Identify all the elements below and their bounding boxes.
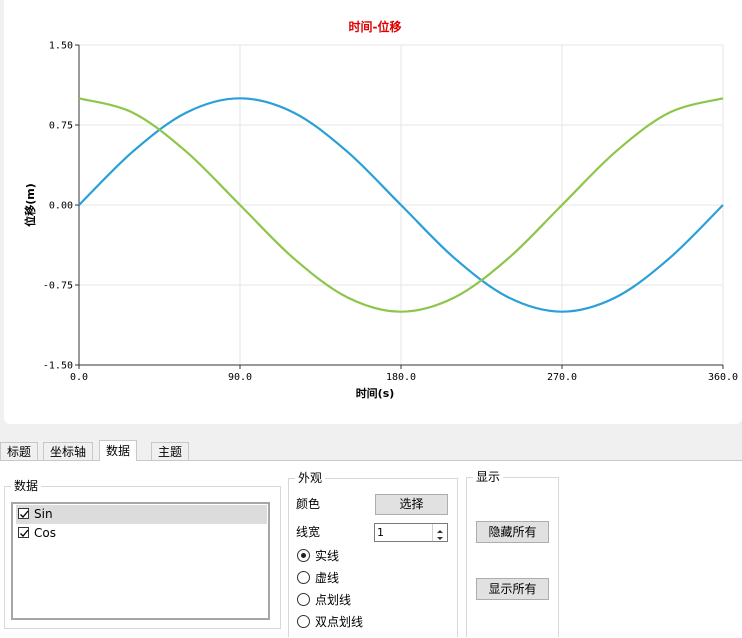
x-tick-label: 90.0 xyxy=(228,372,252,383)
y-tick-label: -0.75 xyxy=(43,281,73,292)
radio-label: 点划线 xyxy=(315,593,352,607)
x-axis-label: 时间(s) xyxy=(356,386,395,400)
series-list[interactable]: Sin Cos xyxy=(11,502,270,620)
tab-axis[interactable]: 坐标轴 xyxy=(43,442,94,460)
radio-button[interactable] xyxy=(297,593,310,606)
radio-label: 虚线 xyxy=(315,571,340,585)
x-tick-label: 0.0 xyxy=(70,372,88,383)
series-line-cos xyxy=(78,97,724,313)
radio-button[interactable] xyxy=(297,549,310,562)
list-item-cos[interactable]: Cos xyxy=(16,524,267,543)
chart-area: 0.0 90.0 180.0 270.0 360.0 1.50 0.75 0.00 -0.75 -… xyxy=(4,0,742,424)
list-item-label: Sin xyxy=(34,507,53,521)
appearance-group-title: 外观 xyxy=(295,471,326,485)
radio-button[interactable] xyxy=(297,571,310,584)
chart-title: 时间-位移 xyxy=(349,19,402,34)
x-tick-label: 360.0 xyxy=(708,372,738,383)
y-tick-label: 1.50 xyxy=(49,41,73,52)
tab-theme[interactable]: 主题 xyxy=(151,442,190,460)
tab-title[interactable]: 标题 xyxy=(0,442,39,460)
spin-buttons xyxy=(432,524,447,541)
show-all-button[interactable]: 显示所有 xyxy=(476,578,549,600)
x-tick-label: 270.0 xyxy=(547,372,577,383)
tab-bar: 标题 坐标轴 数据 主题 xyxy=(0,440,742,461)
display-group-title: 显示 xyxy=(473,470,504,484)
y-tick-label: 0.75 xyxy=(49,121,73,132)
data-group-title: 数据 xyxy=(11,479,42,493)
width-label: 线宽 xyxy=(296,525,321,539)
spin-up-icon[interactable] xyxy=(433,524,447,533)
spin-down-icon[interactable] xyxy=(433,532,447,540)
radio-label: 实线 xyxy=(315,549,340,563)
tab-data[interactable]: 数据 xyxy=(99,440,138,461)
line-width-spinbox[interactable]: 1 xyxy=(374,523,448,542)
sin-checkbox[interactable] xyxy=(18,508,29,519)
cos-checkbox[interactable] xyxy=(18,527,29,538)
data-groupbox: 数据 Sin Cos xyxy=(4,479,281,629)
y-tick-label: 0.00 xyxy=(49,201,73,212)
list-item-sin[interactable]: Sin xyxy=(16,505,267,524)
y-tick-label: -1.50 xyxy=(43,361,73,372)
radio-button[interactable] xyxy=(297,615,310,628)
hide-all-button[interactable]: 隐藏所有 xyxy=(476,521,549,543)
display-groupbox: 显示 xyxy=(466,470,559,637)
check-icon xyxy=(20,529,29,537)
x-tick-label: 180.0 xyxy=(386,372,416,383)
choose-color-button[interactable]: 选择 xyxy=(375,494,448,515)
y-axis-label: 位移(m) xyxy=(23,183,37,227)
radio-label: 双点划线 xyxy=(315,615,364,629)
chart: 0.0 90.0 180.0 270.0 360.0 1.50 0.75 0.00 -0.75 -… xyxy=(23,19,738,400)
appearance-groupbox: 外观 xyxy=(288,471,458,637)
color-label: 颜色 xyxy=(296,497,321,511)
list-item-label: Cos xyxy=(34,526,56,540)
line-width-value: 1 xyxy=(377,526,384,539)
check-icon xyxy=(20,510,29,518)
series-line-sin xyxy=(78,97,724,313)
